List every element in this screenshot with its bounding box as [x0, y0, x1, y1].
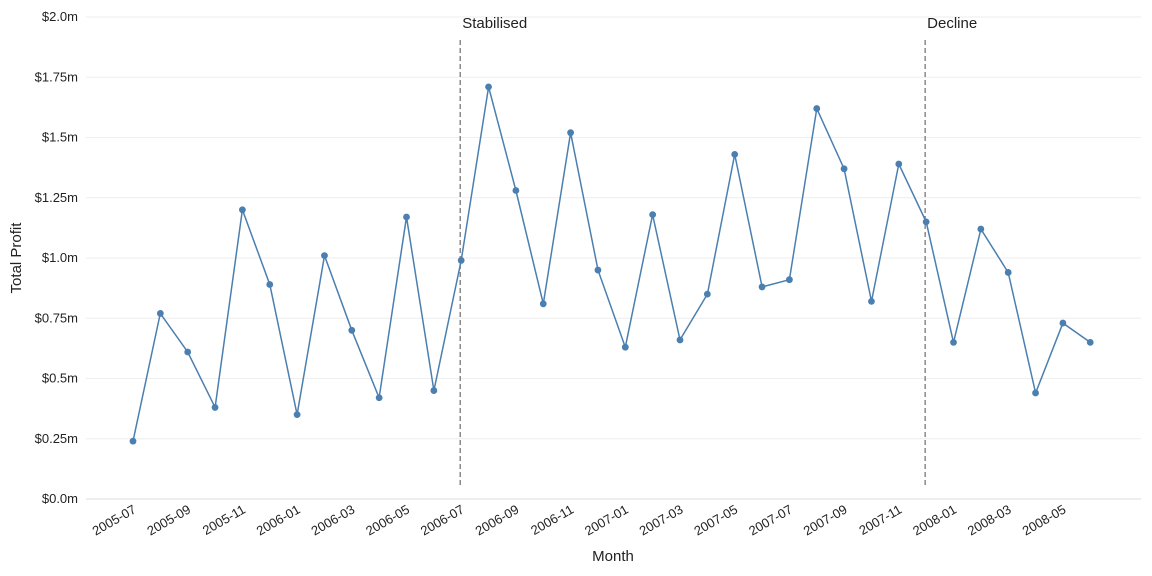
- data-point: [266, 281, 274, 288]
- data-point: [977, 225, 985, 233]
- y-tick-label: $1.5m: [42, 130, 78, 145]
- annotation-label: Stabilised: [462, 15, 527, 32]
- data-point: [895, 160, 903, 168]
- data-point: [649, 211, 657, 219]
- data-point: [1004, 269, 1012, 276]
- data-point: [457, 257, 465, 264]
- x-axis: 2005-07 2005-09 2005-11 2006-01 2006-03 2006-…: [90, 502, 1069, 539]
- data-point: [239, 206, 246, 214]
- series-total-profit: [129, 83, 1094, 445]
- y-tick-label: $0.5m: [42, 371, 78, 386]
- data-point: [403, 213, 410, 221]
- data-point: [512, 187, 520, 194]
- x-tick-label: 2007-07: [746, 502, 795, 539]
- data-point: [485, 83, 492, 91]
- data-point: [211, 404, 219, 411]
- y-tick-label: $2.0m: [42, 9, 78, 24]
- data-point: [430, 387, 438, 394]
- x-tick-label: 2008-03: [965, 502, 1014, 539]
- x-tick-label: 2006-05: [363, 502, 412, 539]
- x-tick-label: 2007-01: [582, 502, 631, 539]
- y-tick-label: $1.75m: [35, 69, 78, 84]
- y-tick-label: $0.0m: [42, 491, 78, 506]
- data-point: [293, 411, 301, 419]
- data-point: [731, 150, 739, 158]
- data-point: [703, 290, 711, 298]
- x-tick-label: 2005-11: [200, 502, 248, 538]
- annotation-label: Decline: [927, 15, 977, 32]
- gridlines: [86, 16, 1141, 500]
- data-point: [567, 129, 574, 137]
- x-tick-label: 2006-01: [254, 502, 303, 539]
- data-point: [950, 338, 957, 346]
- x-tick-label: 2005-07: [90, 502, 139, 539]
- y-tick-label: $0.25m: [35, 431, 78, 446]
- data-point: [156, 310, 164, 317]
- data-point: [813, 105, 821, 112]
- x-tick-label: 2007-09: [801, 502, 850, 539]
- data-point: [375, 394, 383, 402]
- x-tick-label: 2008-01: [910, 502, 959, 539]
- data-point: [758, 283, 766, 291]
- data-point: [348, 326, 356, 334]
- y-axis: $0.0m $0.25m $0.5m $0.75m $1.0m $1.25m $1.5m $1…: [35, 9, 78, 506]
- data-point: [539, 300, 547, 308]
- x-tick-label: 2008-05: [1020, 502, 1069, 539]
- x-tick-label: 2006-03: [308, 502, 357, 539]
- data-point: [321, 252, 328, 259]
- data-point: [594, 266, 602, 274]
- y-tick-label: $0.75m: [35, 310, 78, 325]
- data-point: [922, 218, 930, 226]
- data-point: [868, 297, 875, 305]
- x-tick-label: 2006-07: [418, 502, 467, 539]
- x-tick-label: 2006-11: [528, 502, 576, 538]
- series-line: [132, 86, 1091, 442]
- x-tick-label: 2006-09: [473, 502, 522, 539]
- x-tick-label: 2007-11: [856, 502, 904, 538]
- y-tick-label: $1.25m: [35, 190, 78, 205]
- data-point: [621, 343, 629, 351]
- data-point: [1059, 319, 1067, 327]
- annotations: Stabilised Decline: [459, 15, 977, 488]
- x-tick-label: 2007-05: [691, 502, 740, 539]
- data-point: [129, 437, 137, 445]
- y-axis-title: Total Profit: [8, 222, 25, 294]
- x-tick-label: 2007-03: [637, 502, 686, 539]
- x-axis-title: Month: [592, 548, 634, 565]
- y-tick-label: $1.0m: [42, 250, 78, 265]
- data-point: [1032, 389, 1039, 397]
- x-tick-label: 2005-09: [144, 502, 193, 539]
- data-point: [786, 276, 793, 284]
- data-point: [1086, 338, 1094, 346]
- data-point: [184, 348, 192, 356]
- data-point: [676, 336, 684, 344]
- data-point: [840, 165, 848, 173]
